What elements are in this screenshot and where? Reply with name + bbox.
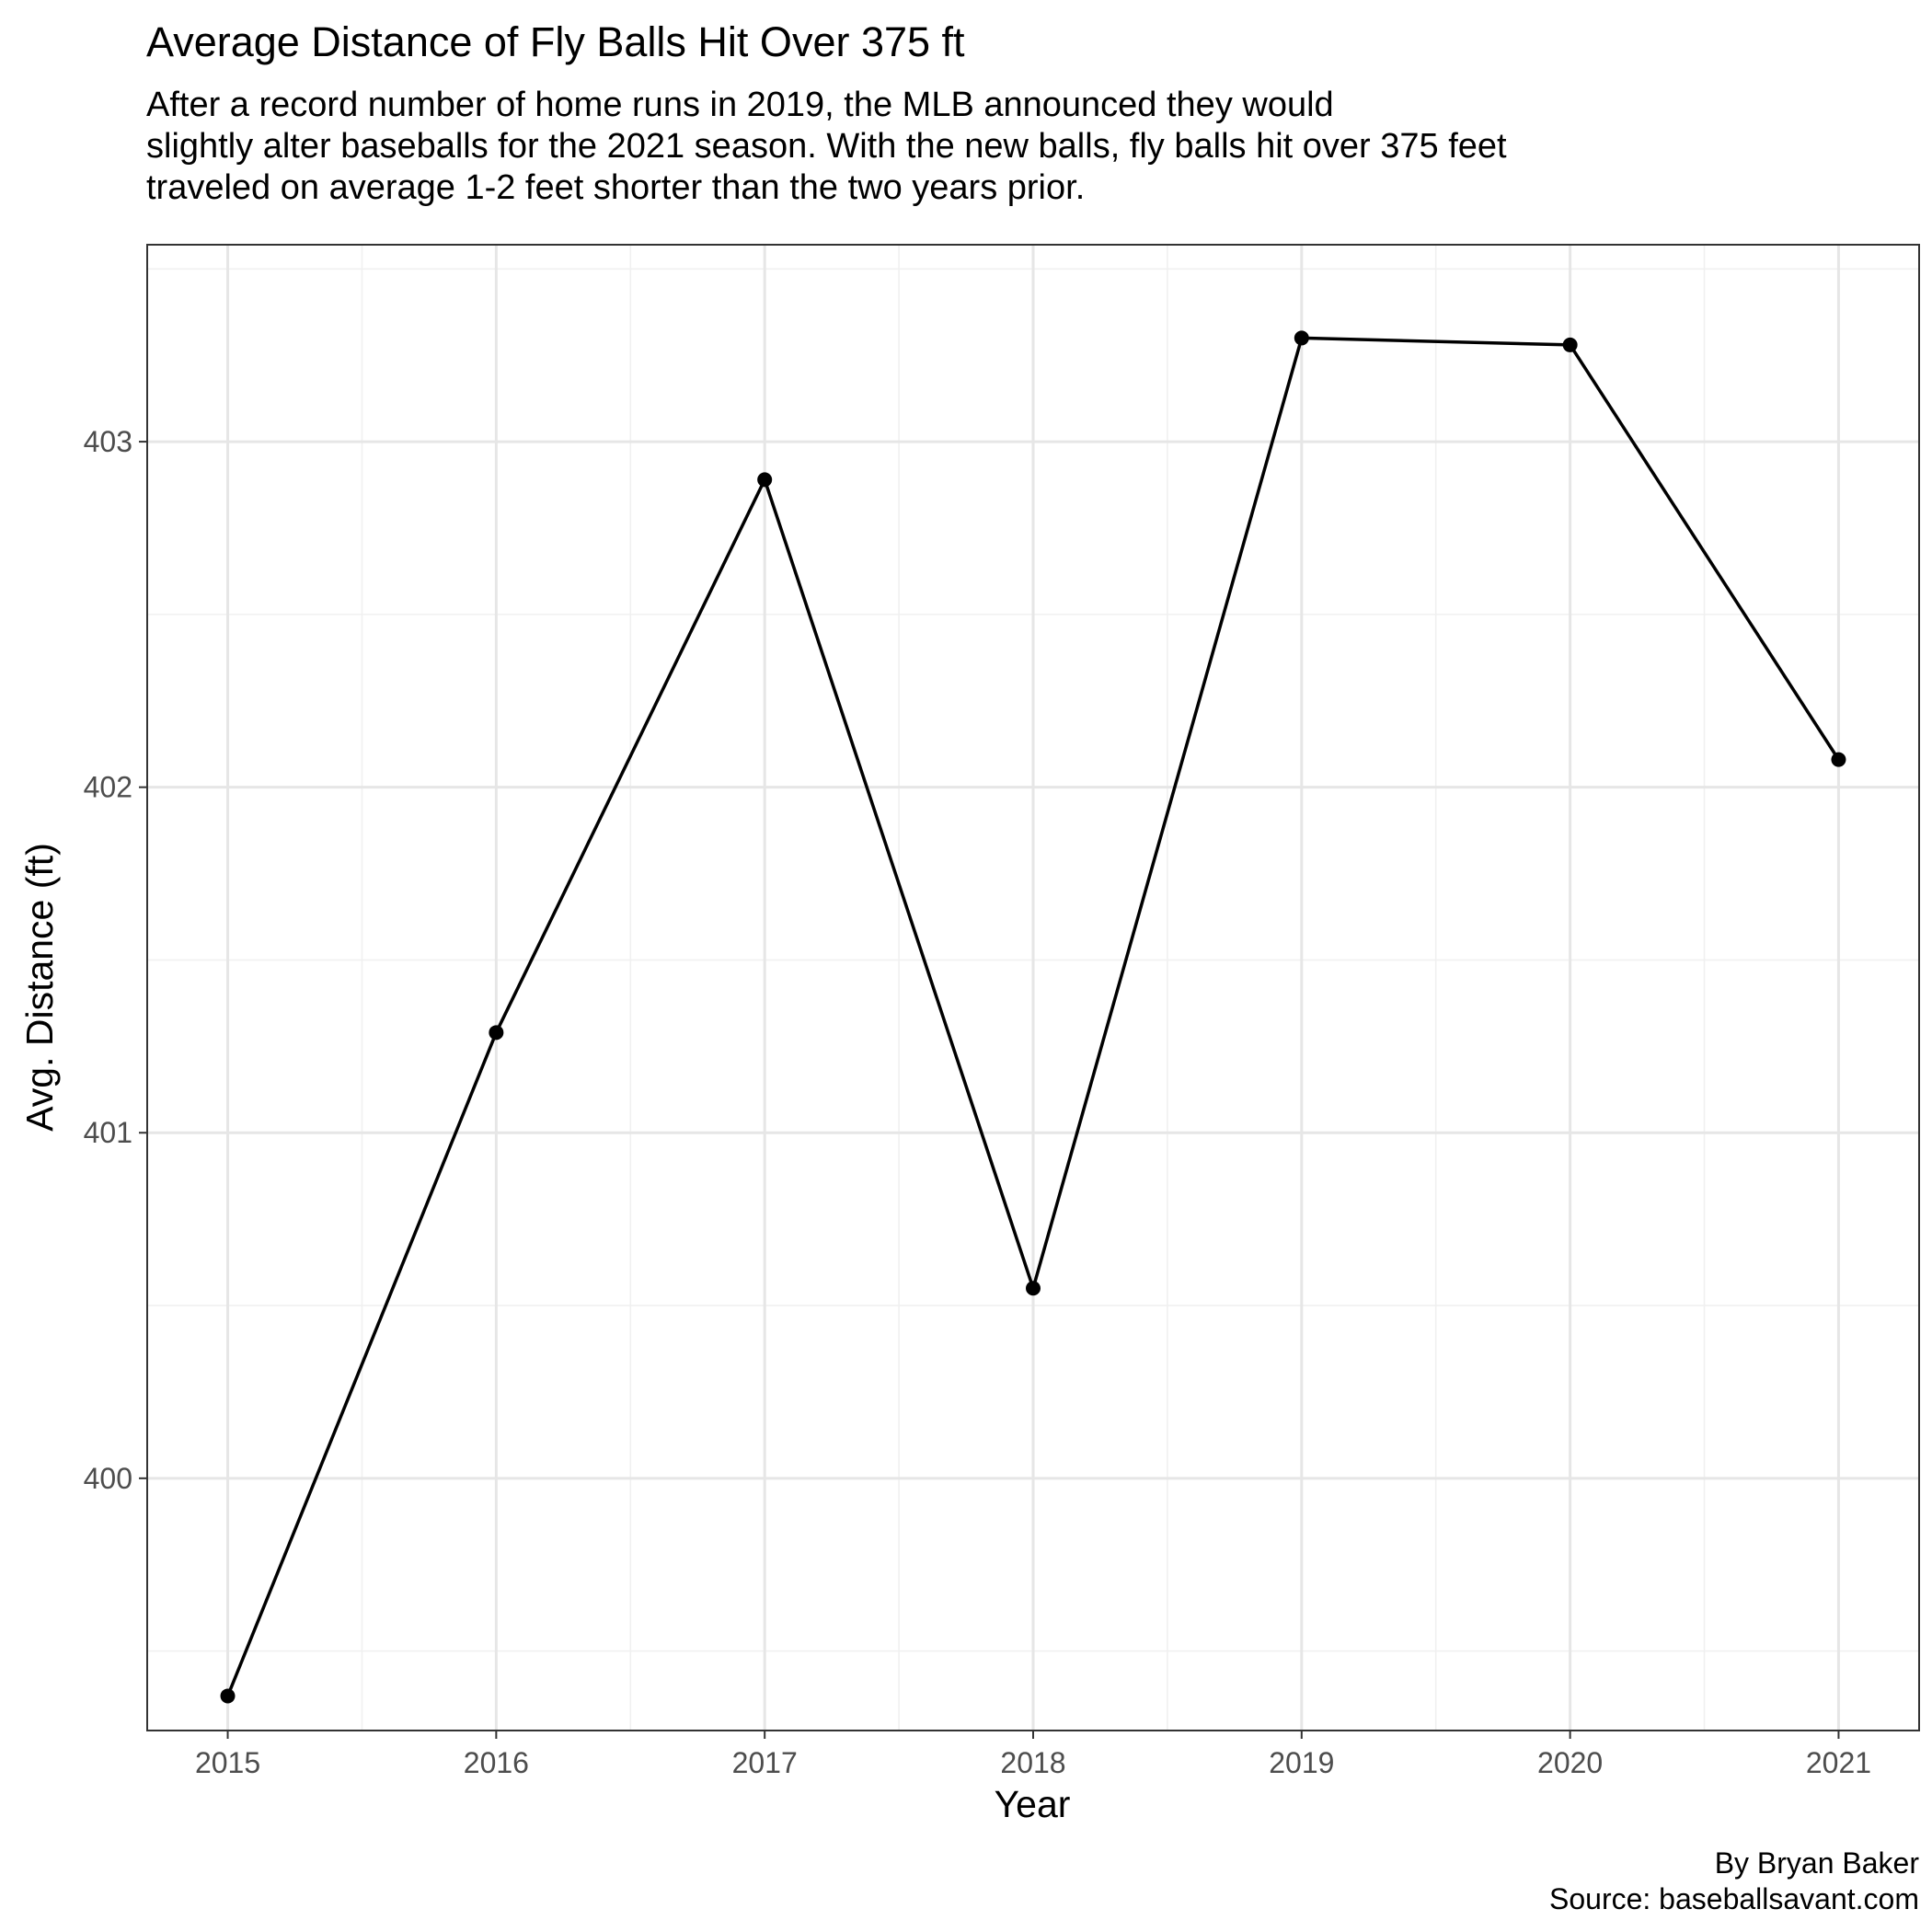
x-axis: 2015 2016 2017 2018 2019 2020 2021 [195,1731,1871,1779]
y-tick-label: 400 [84,1462,132,1495]
x-tick-label: 2019 [1269,1746,1334,1779]
y-axis-label: Avg. Distance (ft) [18,843,61,1132]
y-tick-label: 403 [84,425,132,458]
caption-author: By Bryan Baker [1714,1846,1919,1880]
subtitle-line-2: slightly alter baseballs for the 2021 se… [146,127,1507,166]
y-axis: 400 401 402 403 [84,425,147,1495]
data-point [489,1025,504,1041]
x-axis-label: Year [995,1783,1071,1825]
x-tick-label: 2021 [1806,1746,1871,1779]
data-point [1294,330,1309,346]
data-point [1026,1281,1041,1296]
major-gridlines [147,245,1919,1731]
chart-subtitle: After a record number of home runs in 20… [146,85,1507,209]
chart-caption: By Bryan Baker Source: baseballsavant.co… [1549,1846,1919,1917]
x-tick-label: 2017 [732,1746,798,1779]
subtitle-line-3: traveled on average 1-2 feet shorter tha… [146,168,1086,207]
x-tick-label: 2020 [1537,1746,1603,1779]
x-tick-label: 2016 [464,1746,529,1779]
subtitle-line-1: After a record number of home runs in 20… [146,86,1334,124]
data-point [1831,752,1846,767]
caption-source: Source: baseballsavant.com [1549,1882,1919,1915]
data-point [757,472,773,488]
data-point [220,1688,236,1704]
chart-title: Average Distance of Fly Balls Hit Over 3… [146,18,965,65]
data-point [1562,337,1578,352]
x-tick-label: 2015 [195,1746,260,1779]
minor-gridlines [147,245,1919,1731]
series-layer [220,330,1846,1704]
y-tick-label: 402 [84,771,132,804]
x-tick-label: 2018 [1000,1746,1065,1779]
y-tick-label: 401 [84,1116,132,1149]
